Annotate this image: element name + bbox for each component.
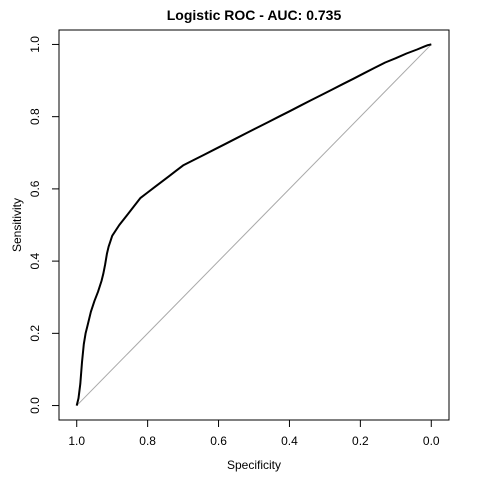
y-tick-label: 0.6	[28, 180, 42, 197]
y-tick-label: 0.8	[28, 108, 42, 125]
y-axis: 0.0 0.2 0.4 0.6 0.8 1.0	[28, 36, 59, 414]
reference-diagonal	[76, 44, 432, 406]
x-tick-label: 0.8	[139, 434, 156, 448]
x-tick-label: 1.0	[68, 434, 85, 448]
chart-title: Logistic ROC - AUC: 0.735	[167, 7, 342, 23]
roc-curve	[75, 43, 432, 406]
x-tick-label: 0.4	[281, 434, 298, 448]
x-axis-label: Specificity	[227, 458, 281, 472]
x-tick-label: 0.6	[210, 434, 227, 448]
plot-frame	[58, 29, 450, 421]
y-tick-label: 0.0	[28, 397, 42, 414]
y-axis-label: Sensitivity	[10, 198, 24, 252]
x-tick-label: 0.0	[423, 434, 440, 448]
y-tick-label: 0.4	[28, 252, 42, 269]
y-tick-label: 1.0	[28, 36, 42, 53]
x-tick-label: 0.2	[352, 434, 369, 448]
y-tick-label: 0.2	[28, 325, 42, 342]
x-axis: 1.0 0.8 0.6 0.4 0.2 0.0	[68, 420, 440, 448]
